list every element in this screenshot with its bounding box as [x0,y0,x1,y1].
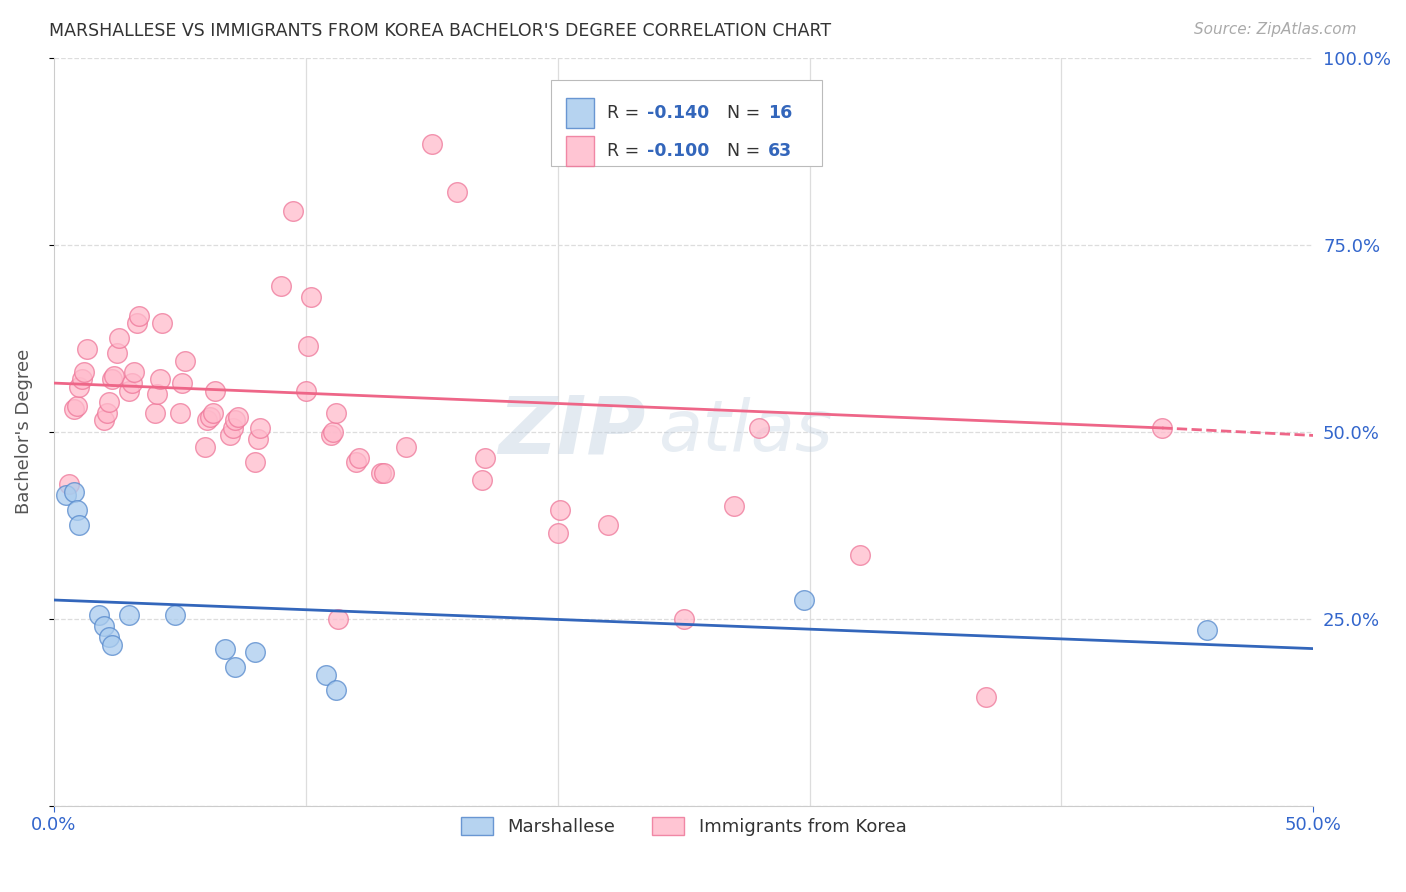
Point [194,440,217,454]
Point [124,365,146,379]
Point [224,413,246,427]
Point [446,186,468,200]
Point [93,413,115,427]
Point [245,455,267,469]
Point [103,368,125,383]
FancyBboxPatch shape [567,136,595,166]
Point [70,372,93,386]
Point [849,548,872,562]
Point [1197,623,1219,637]
Point [319,428,342,442]
Point [204,384,226,398]
Point [226,409,249,424]
Point [63,484,86,499]
Point [125,316,148,330]
Point [55,488,77,502]
Point [471,473,494,487]
Point [315,668,337,682]
Text: 63: 63 [768,142,792,160]
Point [1152,421,1174,435]
Point [65,503,87,517]
Point [245,645,267,659]
Point [548,503,571,517]
Point [370,466,392,480]
Y-axis label: Bachelor's Degree: Bachelor's Degree [15,349,32,515]
Point [249,421,271,435]
Point [344,455,367,469]
Point [105,346,128,360]
Point [294,384,316,398]
Point [221,421,243,435]
Point [474,450,496,465]
Text: ZIP: ZIP [498,392,645,471]
Point [547,525,569,540]
Point [281,204,304,219]
Point [723,500,745,514]
Point [173,353,195,368]
Point [93,619,115,633]
Point [100,638,122,652]
Point [98,631,121,645]
Point [143,406,166,420]
Point [373,466,395,480]
Point [420,136,443,151]
Point [246,432,269,446]
Point [224,660,246,674]
Point [219,428,242,442]
Text: N =: N = [716,103,766,122]
Point [146,387,169,401]
Point [395,440,418,454]
Point [325,682,347,697]
Point [198,409,221,424]
Point [63,402,86,417]
Point [299,290,322,304]
Point [128,309,150,323]
Text: MARSHALLESE VS IMMIGRANTS FROM KOREA BACHELOR'S DEGREE CORRELATION CHART: MARSHALLESE VS IMMIGRANTS FROM KOREA BAC… [49,22,831,40]
Point [672,612,695,626]
Point [169,406,191,420]
Point [118,607,141,622]
Point [67,380,90,394]
Point [76,343,98,357]
Point [270,278,292,293]
FancyBboxPatch shape [551,80,823,166]
Point [748,421,770,435]
Point [73,365,96,379]
Text: -0.140: -0.140 [647,103,709,122]
Point [149,372,172,386]
Point [58,477,80,491]
Text: Source: ZipAtlas.com: Source: ZipAtlas.com [1194,22,1357,37]
Point [96,406,118,420]
Point [118,384,141,398]
Point [322,425,344,439]
Point [121,376,143,390]
Text: atlas: atlas [658,397,832,467]
Point [65,399,87,413]
Point [150,316,173,330]
Point [297,339,319,353]
Point [67,518,90,533]
Point [89,607,111,622]
Point [214,641,236,656]
Point [100,372,122,386]
Point [108,331,131,345]
FancyBboxPatch shape [567,98,595,128]
Point [347,450,370,465]
Text: 16: 16 [768,103,792,122]
Text: -0.100: -0.100 [647,142,710,160]
Point [201,406,224,420]
Point [974,690,997,705]
Point [197,413,219,427]
Text: R =: R = [607,142,644,160]
Text: N =: N = [716,142,766,160]
Point [172,376,194,390]
Point [98,394,121,409]
Point [596,518,619,533]
Point [793,593,815,607]
Point [325,406,347,420]
Legend: Marshallese, Immigrants from Korea: Marshallese, Immigrants from Korea [451,808,915,846]
Point [328,612,350,626]
Point [163,607,186,622]
Text: R =: R = [607,103,644,122]
